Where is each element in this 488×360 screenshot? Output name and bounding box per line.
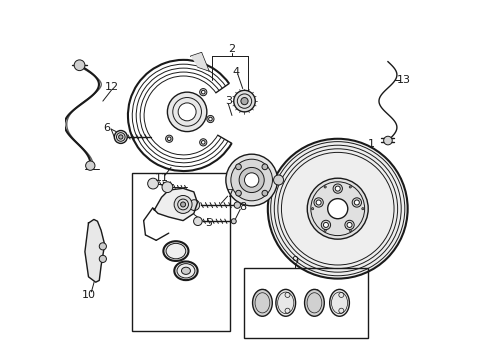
- Circle shape: [346, 222, 351, 228]
- Circle shape: [241, 98, 247, 105]
- Circle shape: [188, 200, 199, 211]
- Circle shape: [348, 186, 351, 188]
- Circle shape: [267, 139, 407, 279]
- Circle shape: [327, 199, 347, 219]
- Circle shape: [324, 229, 325, 231]
- Circle shape: [99, 255, 106, 262]
- Text: 5: 5: [205, 218, 212, 228]
- Circle shape: [230, 159, 272, 201]
- Circle shape: [199, 139, 206, 146]
- Circle shape: [178, 103, 196, 121]
- Text: 12: 12: [104, 82, 119, 92]
- Circle shape: [119, 135, 122, 139]
- Polygon shape: [152, 188, 197, 221]
- Text: 3: 3: [224, 96, 231, 106]
- Circle shape: [174, 195, 192, 213]
- Circle shape: [323, 222, 328, 228]
- Text: 2: 2: [228, 44, 235, 54]
- Text: 11: 11: [155, 173, 169, 183]
- Circle shape: [74, 60, 85, 71]
- Circle shape: [147, 178, 158, 189]
- Text: 10: 10: [81, 290, 95, 300]
- Circle shape: [262, 190, 267, 196]
- Circle shape: [311, 208, 313, 210]
- Text: 1: 1: [367, 139, 374, 149]
- Ellipse shape: [181, 267, 190, 274]
- Text: 7: 7: [226, 189, 233, 199]
- Circle shape: [273, 175, 283, 185]
- Ellipse shape: [275, 289, 295, 316]
- Circle shape: [313, 198, 323, 207]
- Circle shape: [199, 89, 206, 96]
- Circle shape: [321, 220, 330, 230]
- Text: 13: 13: [396, 75, 410, 85]
- Ellipse shape: [304, 289, 324, 316]
- Circle shape: [201, 140, 204, 144]
- Circle shape: [332, 184, 342, 193]
- Circle shape: [262, 164, 267, 170]
- Circle shape: [165, 135, 172, 142]
- Circle shape: [167, 92, 206, 132]
- Circle shape: [344, 220, 353, 230]
- Circle shape: [234, 202, 240, 208]
- Circle shape: [167, 137, 171, 140]
- Text: 9: 9: [290, 256, 298, 266]
- Circle shape: [306, 178, 367, 239]
- Bar: [244, 268, 367, 338]
- Circle shape: [206, 116, 214, 123]
- Text: 6: 6: [103, 123, 110, 133]
- Circle shape: [315, 200, 321, 205]
- Circle shape: [201, 90, 204, 94]
- Circle shape: [235, 164, 241, 170]
- Polygon shape: [190, 53, 208, 71]
- Circle shape: [335, 186, 340, 191]
- Circle shape: [85, 161, 95, 170]
- Ellipse shape: [163, 241, 188, 261]
- Text: 4: 4: [231, 67, 239, 77]
- Ellipse shape: [252, 289, 272, 316]
- Circle shape: [114, 131, 127, 143]
- Circle shape: [354, 200, 359, 205]
- Polygon shape: [85, 220, 104, 282]
- Circle shape: [351, 198, 361, 207]
- Circle shape: [361, 208, 363, 210]
- Bar: [131, 173, 230, 330]
- Circle shape: [239, 167, 264, 193]
- Circle shape: [231, 219, 236, 224]
- Circle shape: [99, 243, 106, 250]
- Circle shape: [225, 154, 277, 206]
- Circle shape: [244, 173, 258, 187]
- Ellipse shape: [329, 289, 349, 316]
- Circle shape: [235, 190, 241, 196]
- Circle shape: [180, 202, 185, 207]
- Text: 8: 8: [239, 202, 246, 212]
- Circle shape: [162, 182, 172, 193]
- Circle shape: [348, 229, 351, 231]
- Circle shape: [233, 90, 255, 112]
- Circle shape: [383, 136, 391, 145]
- Circle shape: [193, 217, 202, 226]
- Circle shape: [324, 186, 325, 188]
- Ellipse shape: [174, 261, 197, 280]
- Circle shape: [208, 117, 212, 121]
